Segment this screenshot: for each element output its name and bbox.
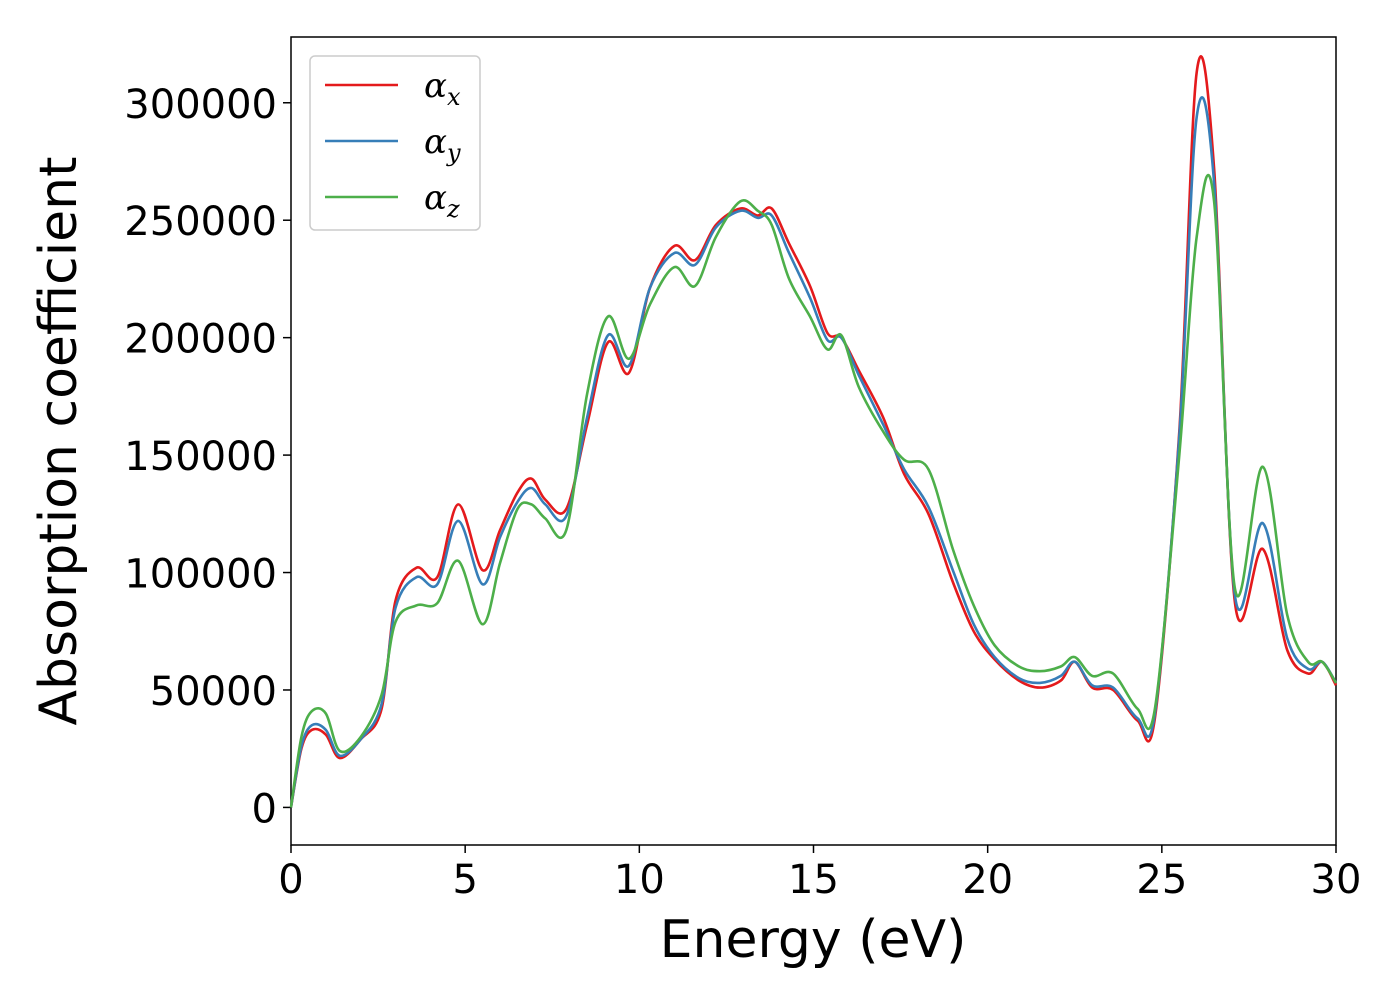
y-tick-label: 200000 xyxy=(124,317,277,363)
y-tick-label: 300000 xyxy=(124,82,277,128)
y-tick-label: 50000 xyxy=(150,669,277,715)
y-axis: 0 50000 100000 150000 200000 250000 300000 xyxy=(124,82,291,832)
y-tick-label: 250000 xyxy=(124,199,277,245)
y-tick-label: 0 xyxy=(252,786,277,832)
y-tick-label: 150000 xyxy=(124,434,277,480)
x-tick-label: 15 xyxy=(788,857,839,903)
series-line-3 xyxy=(289,173,1338,808)
x-tick-label: 5 xyxy=(452,857,477,903)
x-axis: 0 5 10 15 20 25 30 xyxy=(278,845,1361,903)
x-tick-label: 30 xyxy=(1311,857,1362,903)
x-axis-label: Energy (eV) xyxy=(660,910,967,970)
series-line-1 xyxy=(289,55,1338,808)
y-axis-label: Absorption coefficient xyxy=(29,156,89,725)
x-tick-label: 10 xyxy=(614,857,665,903)
series-layer xyxy=(289,55,1338,808)
x-tick-label: 0 xyxy=(278,857,303,903)
y-tick-label: 100000 xyxy=(124,552,277,598)
x-tick-label: 20 xyxy=(962,857,1013,903)
x-tick-label: 25 xyxy=(1136,857,1187,903)
legend-box xyxy=(309,55,481,231)
series-line-2 xyxy=(289,96,1338,808)
